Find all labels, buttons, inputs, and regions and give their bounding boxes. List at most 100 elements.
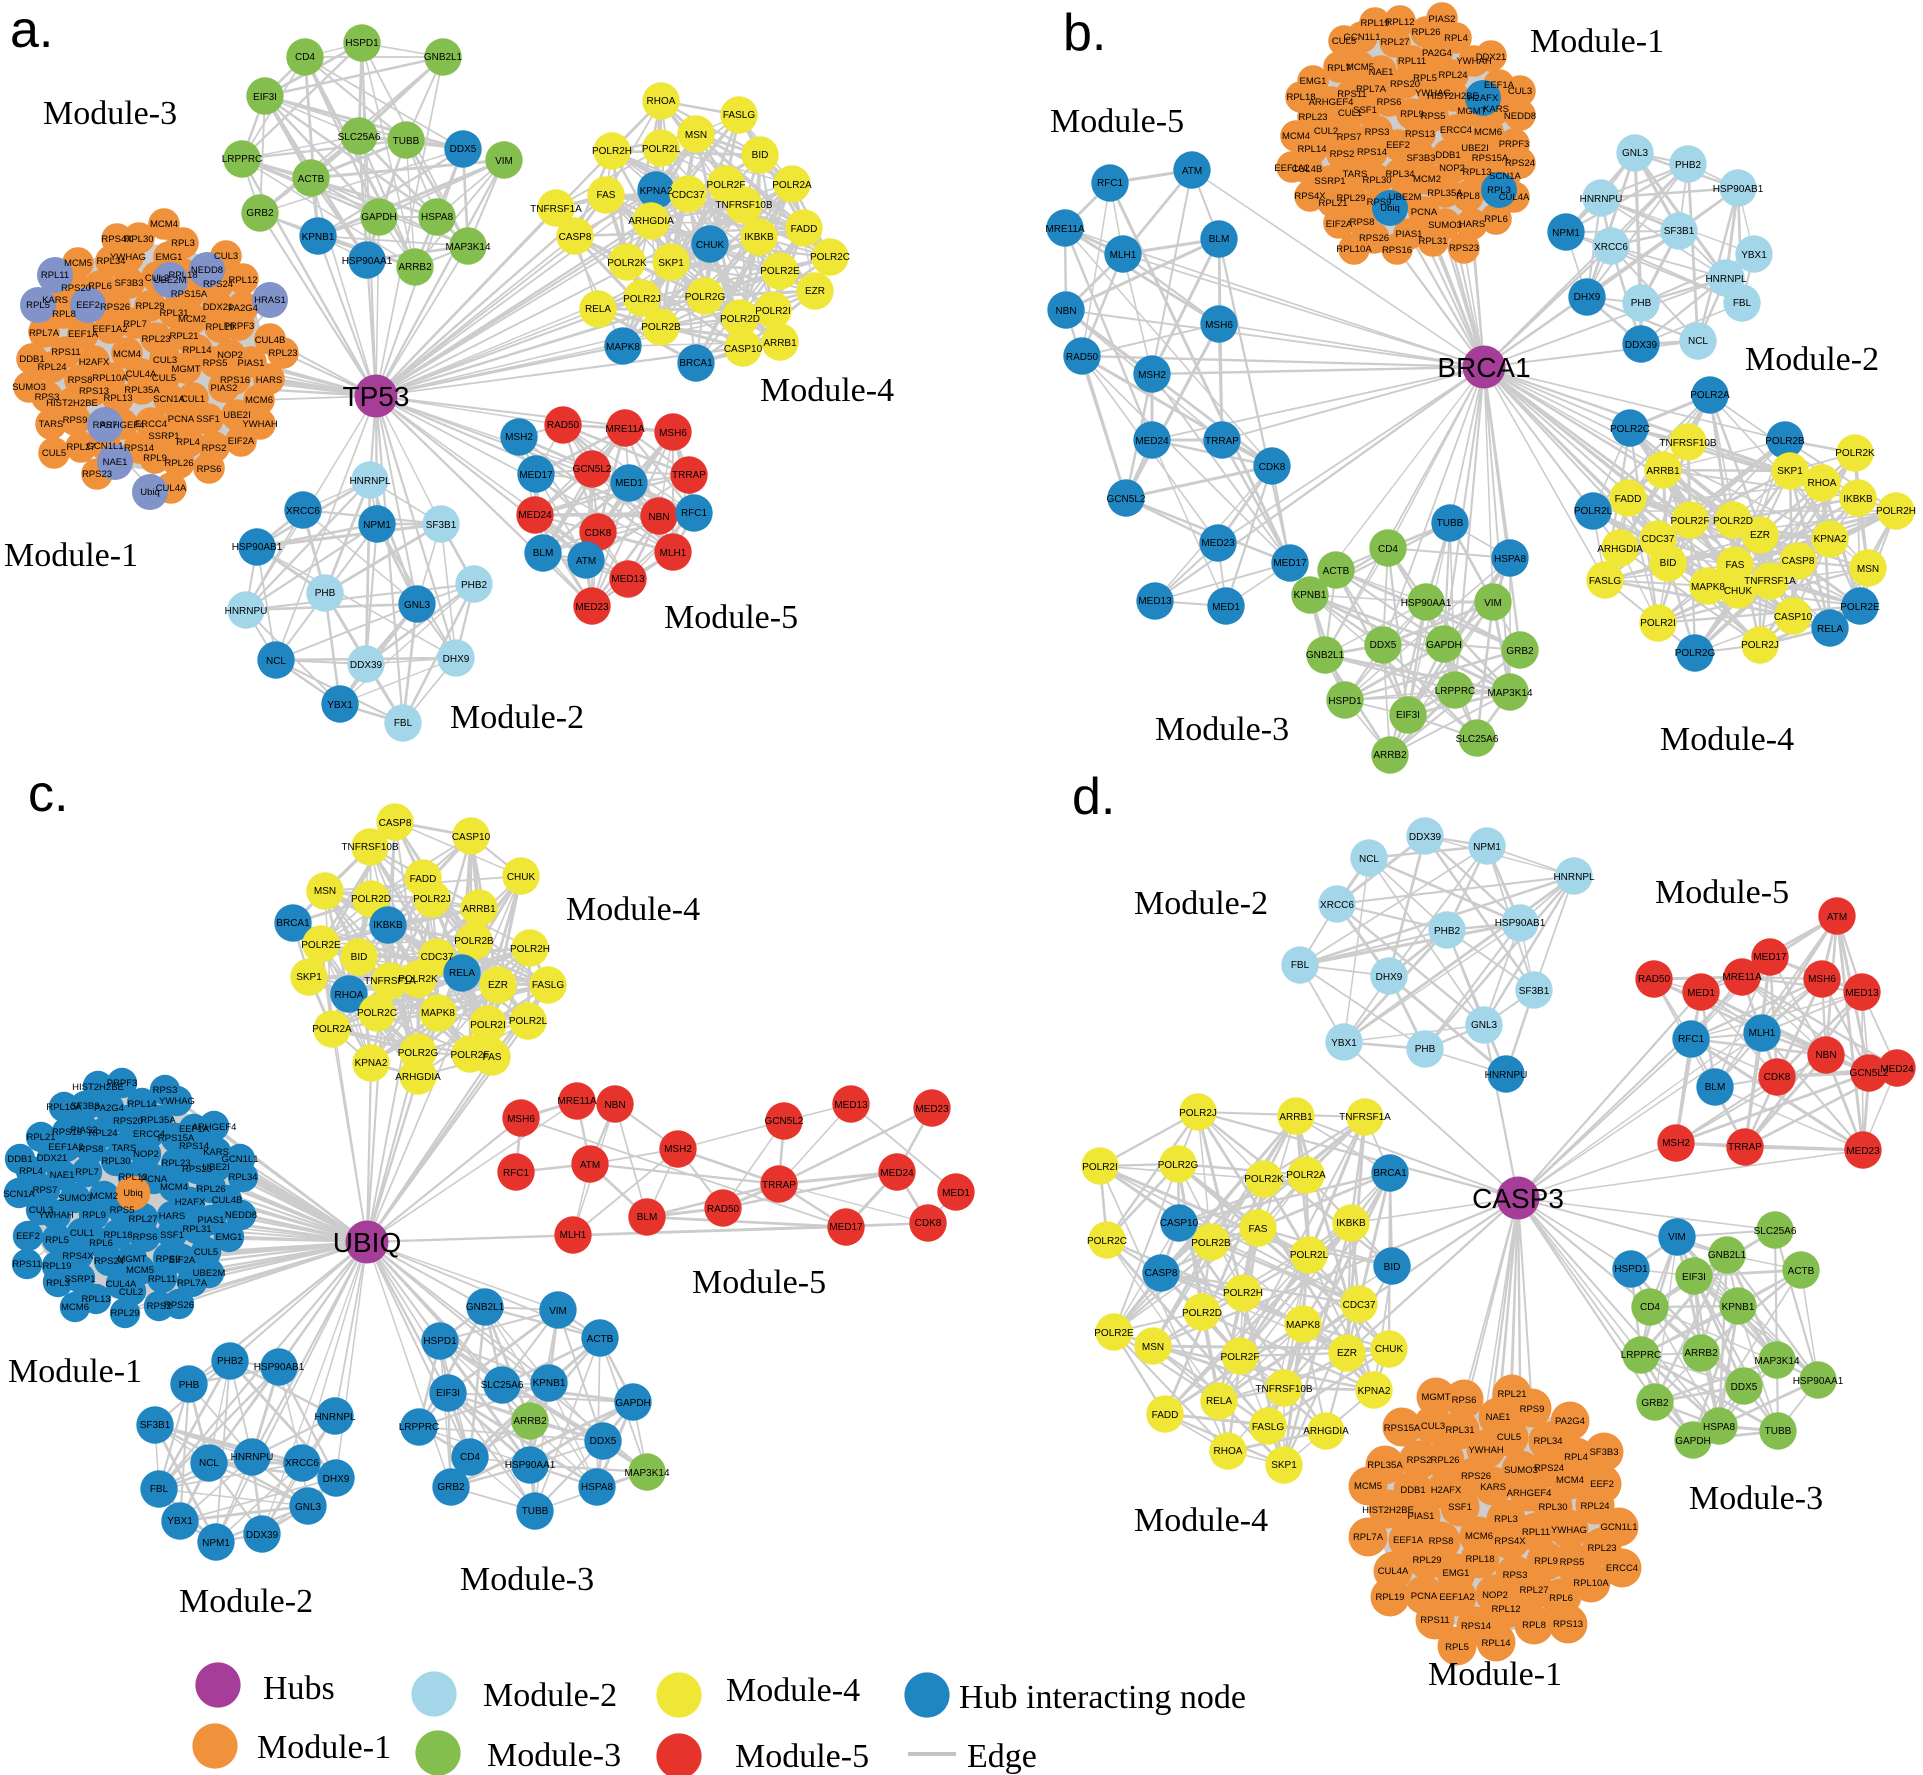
svg-text:ARRB1: ARRB1	[763, 338, 797, 349]
svg-text:DDX5: DDX5	[590, 1436, 617, 1447]
svg-text:RPL8: RPL8	[1522, 1620, 1546, 1631]
svg-text:RPL13: RPL13	[103, 393, 132, 404]
svg-text:NPM1: NPM1	[1473, 842, 1501, 853]
svg-text:PIAS1: PIAS1	[1396, 229, 1423, 240]
svg-text:GCN1L1: GCN1L1	[1344, 32, 1381, 43]
svg-text:KARS: KARS	[42, 295, 68, 306]
svg-text:CUL4B: CUL4B	[1292, 164, 1323, 175]
svg-text:CUL3: CUL3	[1421, 1421, 1445, 1432]
svg-text:MAP3K14: MAP3K14	[445, 242, 490, 253]
svg-text:FBL: FBL	[394, 718, 413, 729]
svg-text:RPS8: RPS8	[68, 375, 93, 386]
svg-text:CDK8: CDK8	[915, 1218, 942, 1229]
svg-text:H2AFX: H2AFX	[1431, 1485, 1462, 1496]
svg-text:SF3B1: SF3B1	[1519, 986, 1550, 997]
svg-text:CHUK: CHUK	[507, 872, 536, 883]
svg-text:RPL24: RPL24	[88, 1128, 117, 1139]
svg-text:MSH2: MSH2	[1662, 1138, 1690, 1149]
svg-text:ARHGEF4: ARHGEF4	[100, 420, 145, 431]
svg-text:RPS23: RPS23	[82, 469, 112, 480]
svg-text:BID: BID	[1384, 1262, 1401, 1273]
svg-text:CASP8: CASP8	[559, 232, 592, 243]
svg-text:UBE2I: UBE2I	[1461, 143, 1488, 154]
svg-text:MLH1: MLH1	[1749, 1028, 1776, 1039]
svg-text:GCN5L2: GCN5L2	[573, 464, 612, 475]
svg-text:SUMO3: SUMO3	[1428, 220, 1462, 231]
svg-text:FADD: FADD	[410, 874, 437, 885]
svg-text:CUL3: CUL3	[1508, 86, 1532, 97]
svg-text:TUBB: TUBB	[1765, 1426, 1792, 1437]
svg-text:IKBKB: IKBKB	[744, 232, 774, 243]
svg-text:LRPPRC: LRPPRC	[1621, 1350, 1662, 1361]
svg-text:RPL7A: RPL7A	[29, 328, 60, 339]
svg-text:RPL24: RPL24	[1580, 1501, 1609, 1512]
svg-text:POLR2H: POLR2H	[1876, 506, 1916, 517]
svg-text:FAS: FAS	[483, 1052, 502, 1063]
svg-text:RPL34: RPL34	[1533, 1436, 1562, 1447]
svg-text:DDX5: DDX5	[1731, 1382, 1758, 1393]
svg-text:RPL34: RPL34	[1385, 169, 1414, 180]
svg-text:DDB1: DDB1	[1400, 1485, 1425, 1496]
svg-text:RPS14: RPS14	[179, 1141, 209, 1152]
svg-text:MED23: MED23	[575, 602, 609, 613]
svg-text:MED24: MED24	[880, 1168, 914, 1179]
svg-text:POLR2D: POLR2D	[1713, 516, 1753, 527]
svg-text:Module-1: Module-1	[257, 1729, 391, 1766]
svg-text:POLR2G: POLR2G	[1158, 1160, 1199, 1171]
svg-text:TUBB: TUBB	[393, 136, 420, 147]
svg-text:UBE2I: UBE2I	[223, 410, 250, 421]
svg-text:HSP90AA1: HSP90AA1	[505, 1460, 556, 1471]
svg-text:RPL18: RPL18	[103, 1230, 132, 1241]
svg-text:EMG1: EMG1	[216, 1232, 243, 1243]
svg-text:TNFRSF10B: TNFRSF10B	[341, 842, 399, 853]
svg-text:KARS: KARS	[1483, 104, 1509, 115]
svg-text:RPL11: RPL11	[1398, 56, 1426, 67]
svg-text:RPL5: RPL5	[26, 300, 50, 311]
svg-text:FASLG: FASLG	[1252, 1422, 1284, 1433]
svg-text:Module-4: Module-4	[1660, 721, 1794, 758]
svg-text:RPL29: RPL29	[110, 1308, 139, 1319]
svg-text:RPL27: RPL27	[1380, 37, 1409, 48]
svg-text:RPL3: RPL3	[1494, 1514, 1518, 1525]
svg-text:FADD: FADD	[791, 224, 818, 235]
svg-text:RPL6: RPL6	[89, 1238, 113, 1249]
svg-text:POLR2A: POLR2A	[1690, 390, 1730, 401]
svg-text:HNRNPL: HNRNPL	[1705, 274, 1747, 285]
svg-text:MCM6: MCM6	[61, 1302, 89, 1313]
svg-text:NOP2: NOP2	[1439, 163, 1465, 174]
svg-text:TRRAP: TRRAP	[1728, 1142, 1762, 1153]
svg-text:NCL: NCL	[266, 656, 286, 667]
svg-text:EIF3I: EIF3I	[1396, 710, 1420, 721]
svg-text:CD4: CD4	[1378, 544, 1398, 555]
svg-text:SLC25A6: SLC25A6	[481, 1380, 524, 1391]
svg-text:EEF1A2: EEF1A2	[1439, 1592, 1474, 1603]
svg-text:CUL4B: CUL4B	[212, 1195, 243, 1206]
svg-text:RPL14: RPL14	[127, 1099, 156, 1110]
svg-text:RPS11: RPS11	[51, 347, 80, 358]
svg-text:SF3B1: SF3B1	[426, 520, 457, 531]
svg-text:RAD50: RAD50	[707, 1204, 740, 1215]
svg-text:RFC1: RFC1	[503, 1168, 530, 1179]
svg-text:MED1: MED1	[942, 1188, 970, 1199]
svg-text:RPL19: RPL19	[1375, 1592, 1404, 1603]
svg-text:POLR2J: POLR2J	[1179, 1108, 1217, 1119]
svg-text:RPS16: RPS16	[1382, 245, 1412, 256]
svg-text:VIM: VIM	[495, 156, 513, 167]
svg-text:HNRNPU: HNRNPU	[1485, 1070, 1528, 1081]
svg-text:EEF1A: EEF1A	[1484, 80, 1515, 91]
svg-text:POLR2J: POLR2J	[623, 294, 661, 305]
svg-text:FASLG: FASLG	[532, 980, 564, 991]
svg-text:RPL35A: RPL35A	[140, 1115, 176, 1126]
svg-text:SSRP1: SSRP1	[1314, 176, 1345, 187]
svg-text:RPS26: RPS26	[100, 302, 130, 313]
svg-text:NAE1: NAE1	[50, 1170, 75, 1181]
svg-text:TNFRSF1A: TNFRSF1A	[364, 976, 416, 987]
svg-text:POLR2A: POLR2A	[772, 180, 812, 191]
svg-text:RPS5: RPS5	[110, 1205, 135, 1216]
svg-text:b.: b.	[1063, 4, 1106, 62]
svg-text:CUL5: CUL5	[1497, 1432, 1521, 1443]
svg-text:Ubiq: Ubiq	[123, 1188, 143, 1199]
svg-text:EIF3I: EIF3I	[436, 1388, 460, 1399]
svg-text:NBN: NBN	[1815, 1050, 1836, 1061]
svg-text:RPS4X: RPS4X	[101, 234, 133, 245]
